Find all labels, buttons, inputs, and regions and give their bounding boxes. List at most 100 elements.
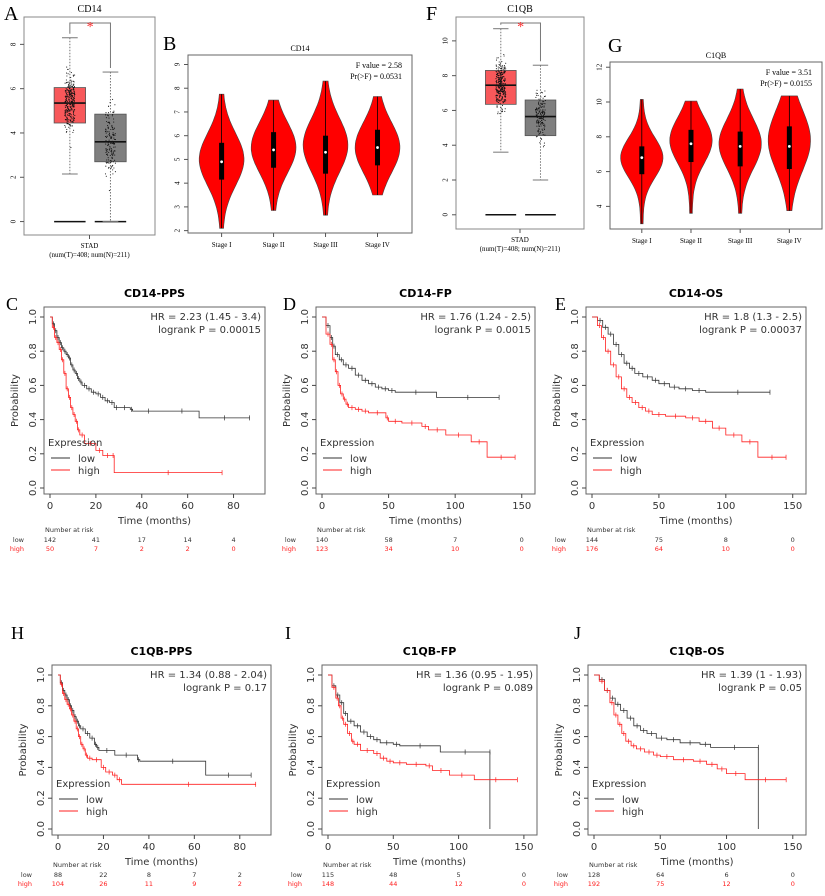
data-point <box>113 112 115 114</box>
data-point <box>107 162 109 164</box>
data-point <box>110 128 112 131</box>
data-point <box>66 101 68 103</box>
panel-E: E CD14-OS 0.0 0.2 0.4 0.6 0.8 1.0 Probability 0 50… <box>552 287 807 553</box>
data-point <box>499 77 501 79</box>
data-point <box>66 121 68 123</box>
data-point <box>113 133 115 135</box>
data-point <box>74 114 76 116</box>
data-point <box>72 96 74 99</box>
y-tick-label: 0.4 <box>300 412 311 428</box>
x-tick-label: 50 <box>654 842 667 853</box>
data-point <box>69 105 71 107</box>
data-point <box>536 117 538 119</box>
y-tick-label: 8 <box>442 73 450 77</box>
risk-table-title: Number at risk <box>587 526 636 534</box>
data-point <box>71 83 73 85</box>
data-point <box>505 92 507 94</box>
data-point <box>502 87 504 89</box>
panel-letter: E <box>555 294 566 314</box>
data-point <box>112 127 114 129</box>
violin-stage-ii <box>250 99 297 211</box>
data-point <box>496 105 498 107</box>
data-point <box>112 153 114 155</box>
data-point <box>114 154 116 156</box>
data-point <box>503 70 505 72</box>
x-sublabel: (num(T)=408; num(N)=211) <box>49 251 130 259</box>
risk-count-low: 8 <box>147 871 151 879</box>
data-point <box>73 88 75 90</box>
data-point <box>537 109 539 111</box>
data-point <box>536 122 538 124</box>
data-point <box>105 165 107 167</box>
y-tick-label: 4 <box>10 131 18 135</box>
x-tick-label: Stage IV <box>365 241 390 249</box>
data-point <box>67 86 69 88</box>
risk-count-high: 10 <box>722 545 730 553</box>
data-point <box>502 91 504 93</box>
data-point <box>540 96 542 98</box>
data-point <box>68 119 70 121</box>
x-tick-label: 60 <box>188 842 201 853</box>
data-point <box>543 127 545 129</box>
y-tick-label: 9 <box>174 62 182 66</box>
x-tick-label: 20 <box>97 842 110 853</box>
data-point <box>498 71 500 73</box>
data-point <box>108 117 110 119</box>
data-point <box>541 110 543 112</box>
data-point <box>73 86 75 88</box>
data-point <box>107 159 109 161</box>
risk-row-label-low: low <box>285 536 297 544</box>
risk-row-label-high: high <box>554 880 568 888</box>
data-point <box>67 120 69 122</box>
data-point <box>499 63 502 65</box>
data-point <box>503 82 505 85</box>
data-point <box>540 117 542 119</box>
risk-count-high: 192 <box>588 880 600 888</box>
data-point <box>69 112 71 115</box>
risk-count-high: 34 <box>384 545 392 553</box>
data-point <box>500 80 502 82</box>
data-point <box>69 109 71 111</box>
data-point <box>500 98 502 100</box>
hr-label: HR = 1.34 (0.88 - 2.04) <box>150 670 267 681</box>
legend-title: Expression <box>56 779 110 790</box>
data-point <box>498 79 500 81</box>
y-tick-label: 4 <box>596 204 604 208</box>
data-point <box>542 97 544 99</box>
y-tick-label: 0.6 <box>28 377 39 393</box>
data-point <box>69 96 71 98</box>
legend-label-low: low <box>86 795 103 806</box>
x-tick-label: 100 <box>716 501 735 512</box>
risk-row-label-high: high <box>552 545 566 553</box>
data-point <box>538 125 541 127</box>
data-point <box>499 100 501 102</box>
panel-letter: A <box>4 3 19 25</box>
data-point <box>495 82 498 84</box>
legend-label-high: high <box>356 807 378 818</box>
data-point <box>67 114 69 116</box>
risk-count-low: 0 <box>520 536 524 544</box>
data-point <box>496 99 498 101</box>
y-axis-label: Probability <box>554 723 565 776</box>
data-point <box>542 117 544 119</box>
data-point <box>66 103 69 106</box>
box-tumor <box>53 37 86 223</box>
x-axis-label: Time (months) <box>124 857 198 868</box>
data-point <box>67 96 69 98</box>
data-point <box>504 95 506 97</box>
km-curve-low <box>592 316 770 393</box>
y-tick-label: 1.0 <box>300 309 311 325</box>
data-point <box>73 100 75 102</box>
data-point <box>74 108 76 111</box>
logrank-label: logrank P = 0.00015 <box>158 325 261 336</box>
data-point <box>70 125 72 127</box>
chart-title: CD14 <box>78 4 102 15</box>
data-point <box>112 152 115 154</box>
y-tick-label: 12 <box>596 63 604 71</box>
logrank-label: logrank P = 0.05 <box>718 683 802 694</box>
y-tick-label: 0.8 <box>28 343 39 359</box>
data-point <box>504 77 506 79</box>
x-tick-label: Stage I <box>632 237 652 245</box>
km-curve-high <box>592 316 786 458</box>
